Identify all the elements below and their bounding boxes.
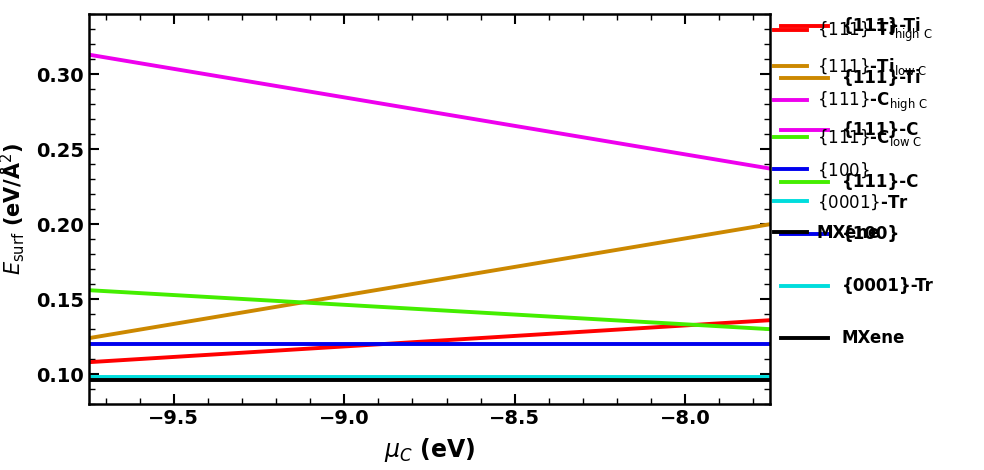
Text: {111}-C: {111}-C bbox=[841, 121, 919, 139]
Text: {111}-Ti: {111}-Ti bbox=[841, 17, 921, 35]
Y-axis label: $E_{\rm surf}$ (eV/Å$^2$): $E_{\rm surf}$ (eV/Å$^2$) bbox=[0, 143, 28, 275]
Text: {111}-C: {111}-C bbox=[841, 173, 919, 191]
Text: {111}-Ti: {111}-Ti bbox=[841, 69, 921, 87]
Text: {100}: {100} bbox=[841, 225, 900, 243]
Legend: $\{111\}$-Ti$_{\rm high\ C}$, $\{111\}$-Ti$_{\rm low\ C}$, $\{111\}$-C$_{\rm hig: $\{111\}$-Ti$_{\rm high\ C}$, $\{111\}$-… bbox=[769, 15, 938, 247]
Text: {0001}-Tr: {0001}-Tr bbox=[841, 277, 934, 295]
X-axis label: $\mu_C$ (eV): $\mu_C$ (eV) bbox=[384, 436, 475, 464]
Text: MXene: MXene bbox=[841, 329, 905, 347]
